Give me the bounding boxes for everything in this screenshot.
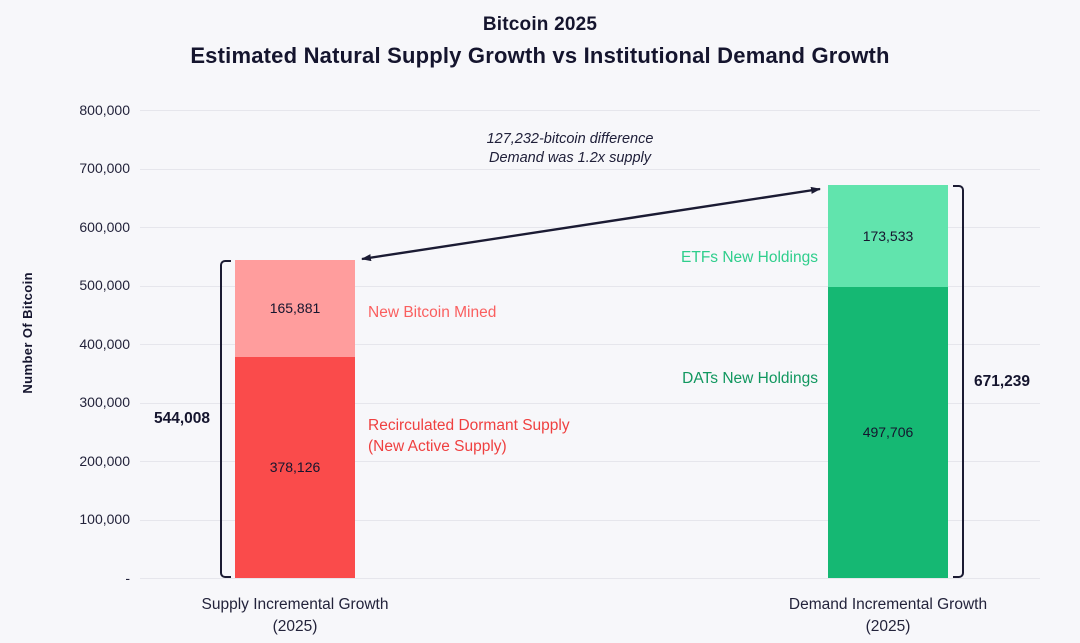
gridline [140, 519, 1040, 521]
chart-title-line2: Estimated Natural Supply Growth vs Insti… [190, 43, 890, 68]
label-line: ETFs New Holdings [681, 249, 818, 266]
new-bitcoin-mined-label: New Bitcoin Mined [368, 302, 496, 323]
etfs-new-holdings-label: ETFs New Holdings [681, 247, 818, 268]
label-line: DATs New Holdings [682, 370, 818, 387]
baseline-gridline [140, 578, 1040, 579]
supply-category-label: Supply Incremental Growth (2025) [165, 594, 425, 638]
gridline [140, 168, 1040, 170]
segment-value: 165,881 [269, 300, 321, 317]
y-tick-700000: 700,000 [79, 160, 130, 176]
gridline [140, 285, 1040, 287]
y-tick-200000: 200,000 [79, 453, 130, 469]
y-tick-500000: 500,000 [79, 277, 130, 293]
gridline [140, 110, 1040, 111]
demand-total-label: 671,239 [974, 372, 1031, 390]
label-line: (New Active Supply) [368, 438, 507, 455]
recirculated-dormant-supply-label: Recirculated Dormant Supply (New Active … [368, 415, 570, 457]
category-line1: Demand Incremental Growth [788, 596, 988, 613]
y-tick-600000: 600,000 [79, 219, 130, 235]
annotation-line1: 127,232-bitcoin difference [486, 131, 654, 147]
category-line1: Supply Incremental Growth [201, 596, 389, 613]
y-tick-zero: - [125, 570, 130, 586]
y-tick-800000: 800,000 [79, 102, 130, 118]
segment-recirculated-dormant-supply: 378,126 [235, 356, 355, 578]
annotation-line2: Demand was 1.2x supply [489, 150, 651, 166]
label-line: New Bitcoin Mined [368, 304, 497, 321]
gridline [140, 461, 1040, 462]
y-tick-400000: 400,000 [79, 336, 130, 352]
demand-bar: 497,706 173,533 [828, 185, 948, 578]
demand-category-label: Demand Incremental Growth (2025) [758, 594, 1018, 638]
category-line2: (2025) [272, 618, 318, 635]
category-line2: (2025) [865, 618, 911, 635]
segment-value: 497,706 [862, 424, 914, 441]
supply-total-label: 544,008 [153, 409, 210, 427]
gridline [140, 344, 1040, 345]
y-tick-100000: 100,000 [79, 511, 130, 527]
supply-bar: 378,126 165,881 [235, 259, 355, 578]
chart-title: Bitcoin 2025 Estimated Natural Supply Gr… [0, 14, 1080, 69]
demand-total-bracket [953, 185, 964, 578]
segment-dats-new-holdings: 497,706 [828, 286, 948, 578]
chart-title-line1: Bitcoin 2025 [482, 14, 598, 35]
segment-etfs-new-holdings: 173,533 [828, 185, 948, 287]
segment-value: 173,533 [862, 228, 914, 245]
dats-new-holdings-label: DATs New Holdings [682, 368, 818, 389]
y-tick-300000: 300,000 [79, 394, 130, 410]
segment-new-bitcoin-mined: 165,881 [235, 259, 355, 357]
gridline [140, 402, 1040, 404]
supply-total-bracket [220, 259, 231, 578]
segment-value: 378,126 [269, 459, 321, 476]
label-line: Recirculated Dormant Supply [368, 417, 570, 434]
difference-annotation: 127,232-bitcoin difference Demand was 1.… [340, 130, 800, 168]
